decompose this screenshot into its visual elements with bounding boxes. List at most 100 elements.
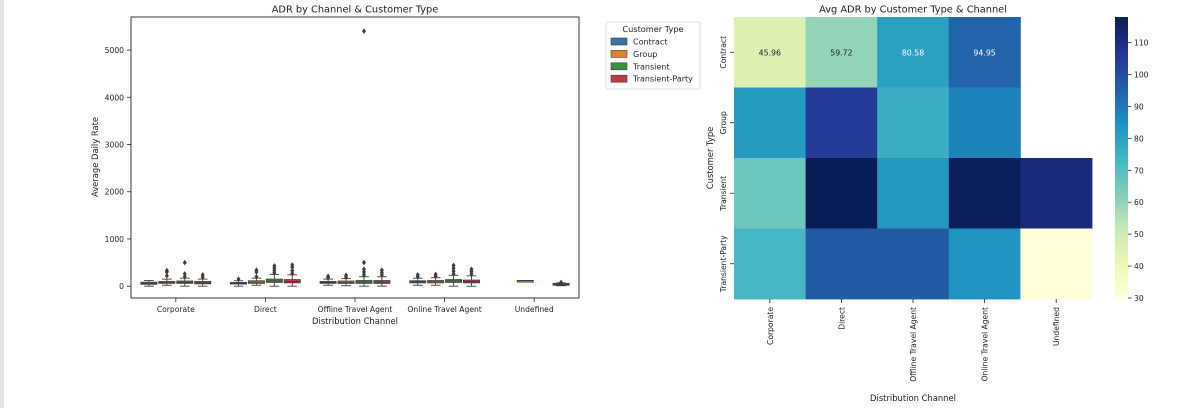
colorbar-segment: [1115, 104, 1128, 109]
box-outlier-point: [164, 273, 169, 279]
colorbar-segment: [1115, 80, 1128, 85]
heatmap-ylabel: Customer Type: [705, 127, 715, 190]
colorbar-segment: [1115, 132, 1128, 138]
box-outlier-point: [344, 272, 349, 279]
box-outlier-point: [361, 269, 366, 275]
colorbar-segment: [1115, 273, 1128, 278]
colorbar-tick-label: 100: [1134, 70, 1149, 79]
y-tick-label: 4000: [105, 93, 124, 102]
colorbar-tick-label: 80: [1134, 134, 1144, 143]
colorbar-segment: [1115, 153, 1128, 159]
box-outlier-point: [236, 276, 241, 282]
colorbar-segment: [1115, 192, 1128, 197]
colorbar-segment: [1115, 290, 1128, 296]
boxplot-ylabel: Average Daily Rate: [90, 117, 100, 197]
colorbar-segment: [1115, 101, 1128, 106]
colorbar-segment: [1115, 241, 1128, 246]
colorbar-segment: [1115, 164, 1128, 169]
box-outlier-point: [361, 259, 366, 266]
colorbar-segment: [1115, 83, 1128, 88]
colorbar-segment: [1115, 52, 1128, 57]
box-outlier-point: [254, 273, 259, 280]
colorbar-segment: [1115, 276, 1128, 282]
box-outlier-point: [433, 271, 438, 278]
colorbar-segment: [1115, 122, 1128, 127]
colorbar-segment: [1115, 185, 1128, 190]
heatmap-cell: [948, 17, 1021, 88]
colorbar-segment: [1115, 217, 1128, 222]
colorbar-tick-label: 60: [1134, 198, 1144, 207]
colorbar-segment: [1115, 252, 1128, 257]
colorbar-segment: [1115, 157, 1128, 162]
colorbar-segment: [1115, 150, 1128, 155]
box-outlier-point: [451, 262, 456, 269]
boxplot-title: ADR by Channel & Customer Type: [272, 5, 439, 16]
colorbar-segment: [1115, 87, 1128, 92]
heatmap-cell: [877, 17, 950, 88]
heatmap-cell-annotation: 45.96: [759, 48, 781, 57]
heatmap-cell: [877, 158, 950, 229]
colorbar-tick-label: 50: [1134, 230, 1144, 239]
heatmap-y-tick-label: Contract: [719, 36, 728, 69]
colorbar-segment: [1115, 196, 1128, 201]
heatmap-cell: [877, 228, 950, 300]
colorbar-segment: [1115, 178, 1128, 183]
colorbar-segment: [1115, 139, 1128, 145]
box-outlier-point: [290, 267, 295, 274]
colorbar-segment: [1115, 62, 1128, 67]
colorbar-tick-label: 40: [1134, 262, 1144, 271]
colorbar-segment: [1115, 280, 1128, 285]
colorbar-segment: [1115, 17, 1128, 22]
boxplot-xlabel: Distribution Channel: [312, 316, 398, 326]
heatmap-cell: [805, 17, 878, 88]
y-tick-label: 2000: [105, 188, 124, 197]
colorbar-segment: [1115, 255, 1128, 260]
colorbar-segment: [1115, 189, 1128, 194]
heatmap-x-tick-label: Corporate: [766, 307, 775, 345]
colorbar-segment: [1115, 161, 1128, 166]
box-outlier-point: [451, 271, 456, 277]
colorbar-segment: [1115, 59, 1128, 64]
colorbar-segment: [1115, 269, 1128, 275]
legend-label: Contract: [633, 38, 667, 47]
x-tick-label: Corporate: [157, 305, 195, 314]
legend-swatch: [610, 74, 628, 83]
colorbar-segment: [1115, 199, 1128, 204]
boxplot-plot-area: 0 1000 2000 3000 4000 5000 Corporate Direct Offl…: [105, 28, 570, 314]
box-outlier-point: [182, 259, 187, 266]
colorbar-segment: [1115, 31, 1128, 36]
colorbar-segment: [1115, 143, 1128, 148]
legend-label: Group: [633, 50, 657, 59]
colorbar-segment: [1115, 38, 1128, 43]
heatmap-x-tick-label: Offline Travel Agent: [909, 307, 918, 382]
colorbar-segment: [1115, 231, 1128, 236]
box-outlier-point: [451, 268, 456, 274]
x-tick-label: Direct: [254, 305, 277, 314]
colorbar-segment: [1115, 294, 1128, 299]
colorbar-segment: [1115, 182, 1128, 187]
colorbar-tick-label: 90: [1134, 102, 1144, 111]
box-outlier-point: [379, 267, 384, 273]
colorbar-segment: [1115, 125, 1128, 130]
box-outlier-point: [182, 271, 187, 277]
y-tick-label: 0: [119, 282, 124, 291]
colorbar-segment: [1115, 171, 1128, 176]
colorbar-segment: [1115, 220, 1128, 225]
colorbar-segment: [1115, 108, 1128, 113]
box-outlier-point: [290, 270, 295, 277]
x-tick-label: Offline Travel Agent: [318, 305, 393, 314]
box-outlier-point: [326, 273, 331, 280]
colorbar-segment: [1115, 41, 1128, 46]
y-tick-label: 1000: [105, 235, 124, 244]
heatmap-x-tick-label: Online Travel Agent: [981, 307, 990, 381]
heatmap-y-tick-label: Group: [719, 111, 728, 134]
colorbar-tick-label: 30: [1134, 294, 1144, 303]
legend-swatch: [610, 62, 628, 71]
heatmap-xlabel: Distribution Channel: [870, 393, 956, 403]
legend-label: Transient: [632, 62, 670, 71]
colorbar-tick-label: 70: [1134, 166, 1144, 175]
colorbar-segment: [1115, 76, 1128, 81]
colorbar-segment: [1115, 203, 1128, 208]
colorbar-segment: [1115, 266, 1128, 271]
colorbar-segment: [1115, 262, 1128, 267]
